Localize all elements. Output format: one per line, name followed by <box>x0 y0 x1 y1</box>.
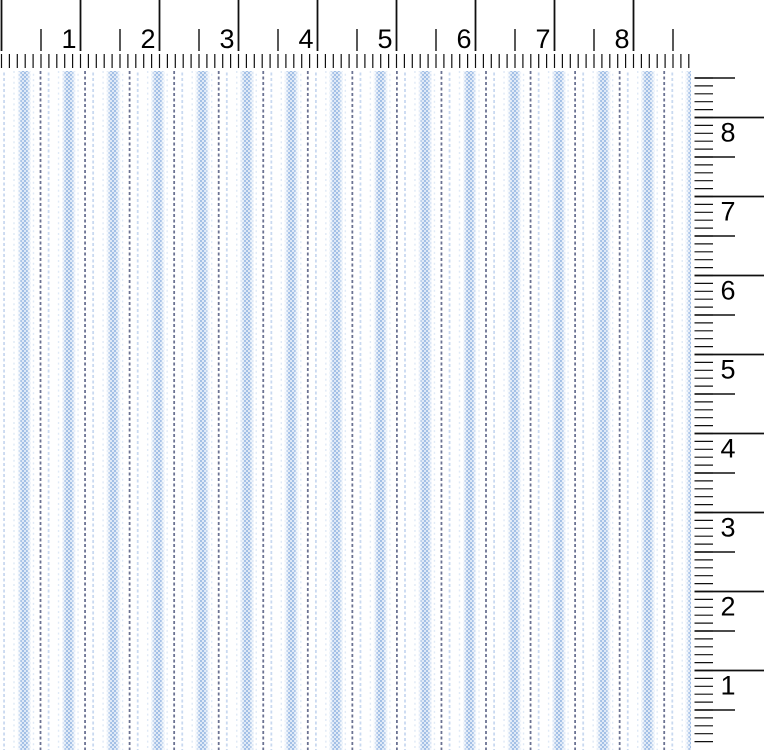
top-ruler-number: 7 <box>535 24 550 54</box>
right-ruler-number: 4 <box>721 434 736 464</box>
blue-stripe-edge-fade <box>17 71 31 750</box>
blue-stripe-edge-fade <box>151 71 165 750</box>
fabric-swatch <box>0 71 691 750</box>
right-ruler-number: 8 <box>721 118 736 148</box>
top-ruler-number: 4 <box>298 24 313 54</box>
blue-stripe-edge-fade <box>284 71 299 750</box>
blue-stripe-edge-fade <box>641 71 655 750</box>
blue-stripe-edge-fade <box>195 71 210 750</box>
top-ruler-number: 5 <box>377 24 392 54</box>
top-ruler-number: 2 <box>140 24 155 54</box>
top-ruler-number: 3 <box>219 24 234 54</box>
right-ruler-number: 7 <box>721 197 736 227</box>
right-ruler: 8 7 6 5 4 3 2 1 <box>694 77 764 743</box>
blue-stripe-edge-fade <box>373 71 388 750</box>
right-ruler-number: 3 <box>721 513 736 543</box>
right-ruler-number: 6 <box>721 276 736 306</box>
blue-stripe-edge-fade <box>418 71 432 750</box>
blue-stripe-edge-fade <box>685 71 691 750</box>
blue-stripe-edge-fade <box>552 71 566 750</box>
top-ruler-number: 1 <box>61 24 76 54</box>
blue-stripe-edge-fade <box>463 71 477 750</box>
top-ruler-number: 6 <box>456 24 471 54</box>
blue-stripe-edge-fade <box>507 71 522 750</box>
right-ruler-number: 2 <box>721 592 736 622</box>
blue-stripe-edge-fade <box>329 71 343 750</box>
blue-stripe-edge-fade <box>106 71 121 750</box>
blue-stripe-edge-fade <box>62 71 76 750</box>
top-ruler: 1 2 3 4 5 6 7 8 <box>0 0 690 68</box>
blue-stripe-edge-fade <box>240 71 254 750</box>
right-ruler-number: 5 <box>721 355 736 385</box>
blue-stripe-edge-fade <box>596 71 611 750</box>
right-ruler-number: 1 <box>721 671 736 701</box>
top-ruler-number: 8 <box>614 24 629 54</box>
